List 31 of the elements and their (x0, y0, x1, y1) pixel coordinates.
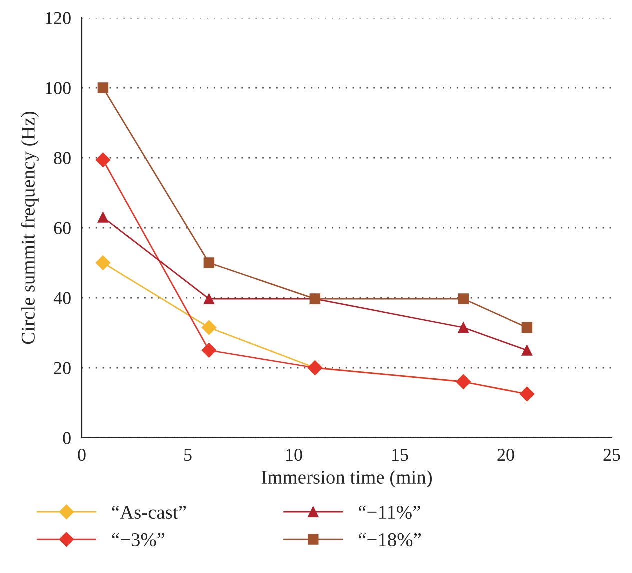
x-tick-label: 25 (604, 448, 620, 462)
point (96, 256, 111, 270)
y-tick-label: 40 (54, 292, 71, 304)
point (98, 212, 109, 223)
y-tick-label: 100 (46, 82, 71, 94)
y-tick-label: 0 (63, 432, 71, 444)
x-tick-label: 15 (392, 449, 408, 462)
point (522, 322, 533, 334)
x-tick-label: 5 (184, 449, 192, 462)
x-tick-label: 20 (498, 448, 514, 462)
x-tick-label: 10 (286, 448, 302, 462)
y-tick-label: 60 (54, 222, 71, 234)
point (202, 320, 217, 336)
point (96, 152, 111, 168)
legend-label: “−18%” (359, 533, 422, 547)
y-tick-label: 20 (54, 362, 71, 374)
point (204, 294, 215, 304)
point (98, 82, 109, 94)
point (458, 294, 469, 304)
point (458, 322, 469, 334)
y-axis-title: Circle summit frequency (Hz) (21, 112, 39, 344)
point (522, 345, 533, 356)
x-axis-title: Immersion time (min) (262, 470, 432, 488)
legend-label: “−11%” (359, 506, 420, 520)
y-tick-label: 80 (54, 152, 71, 164)
point (204, 258, 215, 268)
legend-label: “As-cast” (112, 506, 186, 520)
point (202, 343, 217, 358)
legend-label: “−3%” (112, 533, 165, 547)
x-tick-label: 0 (78, 448, 86, 462)
y-tick-label: 120 (46, 12, 71, 24)
